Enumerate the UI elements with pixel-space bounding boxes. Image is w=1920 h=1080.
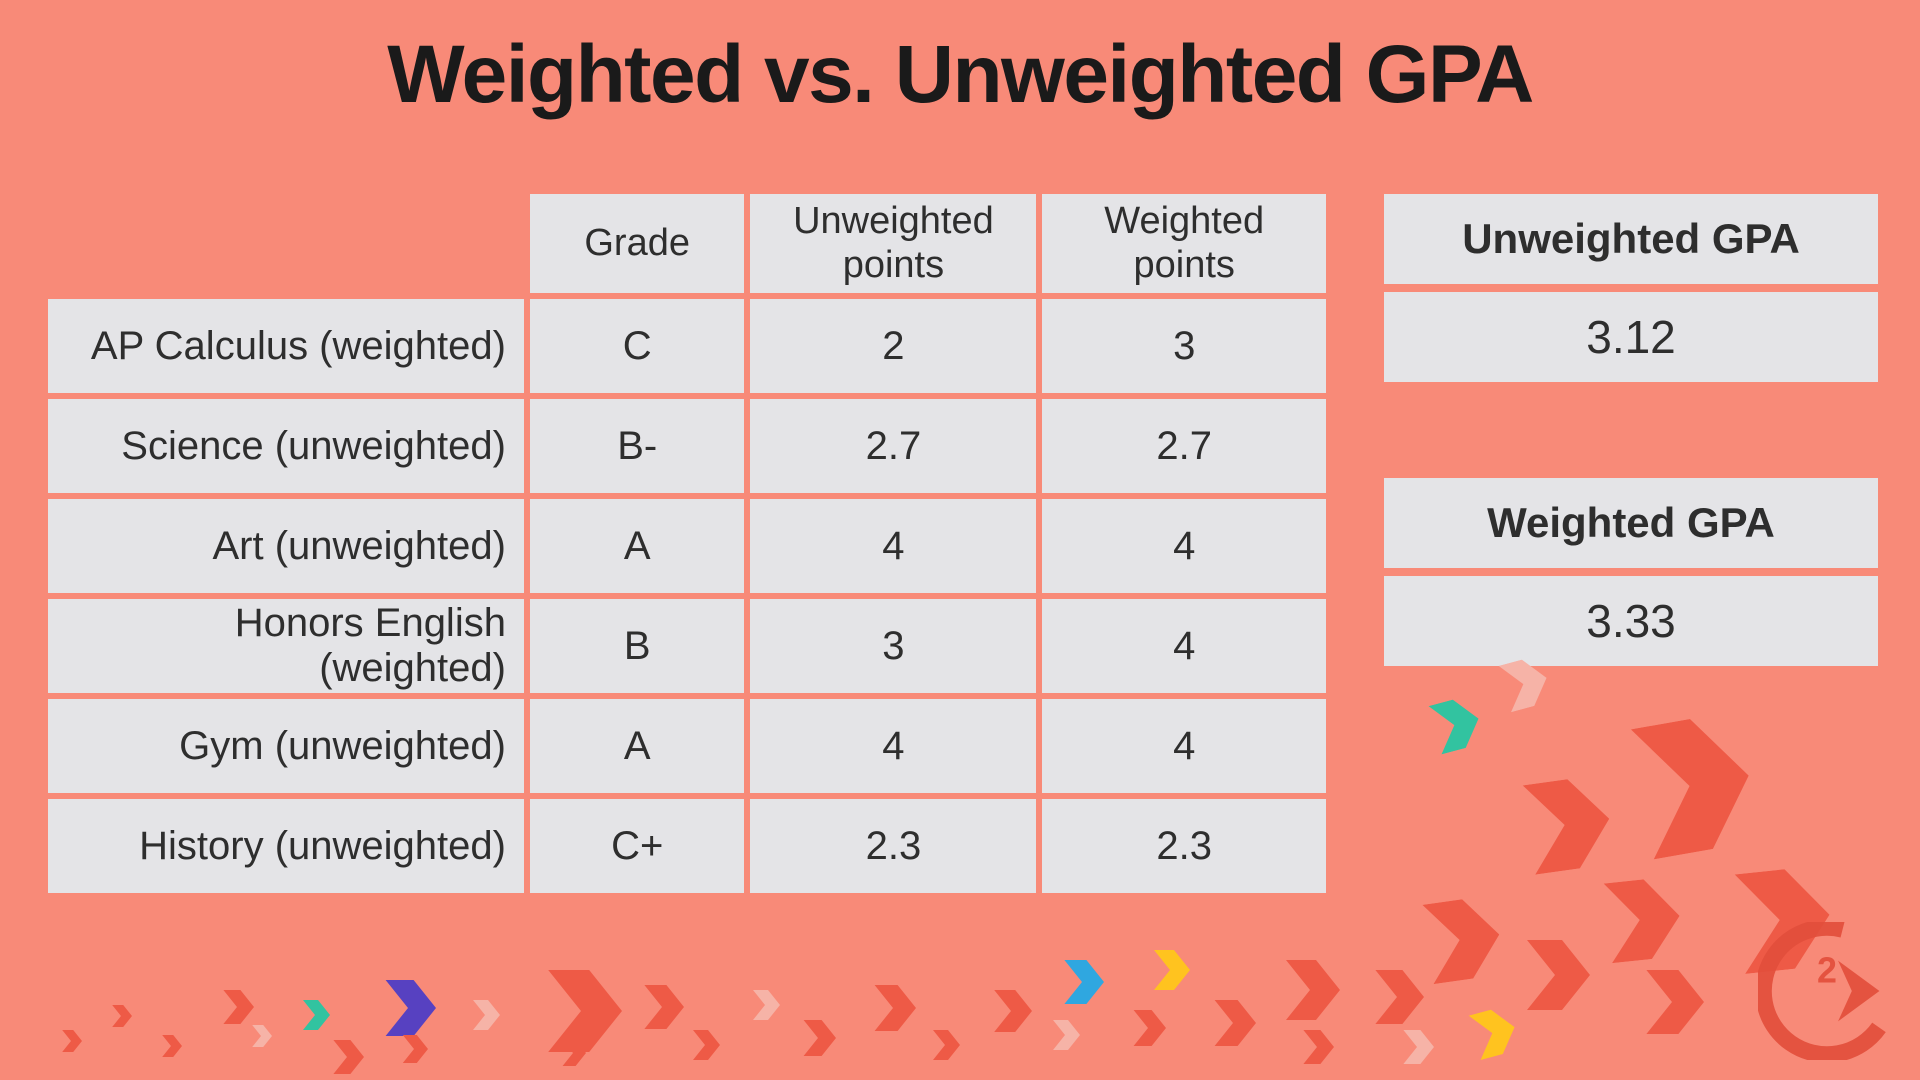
chevron-icon xyxy=(1464,1005,1522,1066)
chevron-icon xyxy=(1640,970,1704,1039)
table-row: History (unweighted)C+2.32.3 xyxy=(48,799,1326,893)
chevron-icon xyxy=(1060,960,1104,1009)
grade-cell: B xyxy=(530,599,744,693)
chevron-icon xyxy=(1370,970,1424,1029)
chevron-icon xyxy=(930,1030,960,1065)
chevron-icon xyxy=(690,1030,720,1065)
unweighted-cell: 4 xyxy=(750,699,1036,793)
chevron-icon xyxy=(1520,940,1590,1015)
chevron-icon xyxy=(300,1000,330,1035)
chevron-icon xyxy=(750,990,780,1025)
weighted-cell: 2.7 xyxy=(1042,399,1326,493)
chevron-icon xyxy=(380,980,436,1041)
logo-text: 2 xyxy=(1817,951,1837,991)
row-label: Art (unweighted) xyxy=(48,499,524,593)
weighted-cell: 4 xyxy=(1042,599,1326,693)
table-row: Art (unweighted)A44 xyxy=(48,499,1326,593)
summary-panel: Unweighted GPA 3.12 Weighted GPA 3.33 xyxy=(1384,194,1878,676)
grade-cell: A xyxy=(530,499,744,593)
grade-cell: C xyxy=(530,299,744,393)
table-row: Gym (unweighted)A44 xyxy=(48,699,1326,793)
chevron-icon xyxy=(160,1035,182,1062)
grade-cell: C+ xyxy=(530,799,744,893)
unweighted-cell: 2.7 xyxy=(750,399,1036,493)
chevron-icon xyxy=(1050,1020,1080,1055)
unweighted-label: Unweighted GPA xyxy=(1384,194,1878,284)
table-header-row: Grade Unweighted points Weighted points xyxy=(48,194,1326,293)
weighted-label: Weighted GPA xyxy=(1384,478,1878,568)
weighted-cell: 4 xyxy=(1042,499,1326,593)
weighted-cell: 2.3 xyxy=(1042,799,1326,893)
weighted-cell: 3 xyxy=(1042,299,1326,393)
row-label: Gym (unweighted) xyxy=(48,699,524,793)
chevron-icon xyxy=(1280,960,1340,1025)
chevron-icon xyxy=(1424,694,1487,760)
grade-cell: A xyxy=(530,699,744,793)
chevron-icon xyxy=(640,985,684,1034)
chevron-icon xyxy=(1400,1030,1434,1069)
unweighted-value: 3.12 xyxy=(1384,292,1878,382)
g2-logo: 2 xyxy=(1758,922,1896,1060)
chevron-icon xyxy=(1130,1010,1166,1051)
chevron-icon xyxy=(110,1005,132,1032)
row-label: Honors English (weighted) xyxy=(48,599,524,693)
weighted-cell: 4 xyxy=(1042,699,1326,793)
chevron-icon xyxy=(250,1025,272,1052)
row-label: Science (unweighted) xyxy=(48,399,524,493)
chevron-icon xyxy=(400,1035,428,1068)
blank-cell xyxy=(48,194,524,293)
gpa-table: Grade Unweighted points Weighted points … xyxy=(42,188,1332,899)
chevron-icon xyxy=(1300,1030,1334,1069)
chevron-icon xyxy=(220,990,254,1029)
col-header-weighted: Weighted points xyxy=(1042,194,1326,293)
row-label: AP Calculus (weighted) xyxy=(48,299,524,393)
weighted-value: 3.33 xyxy=(1384,576,1878,666)
table-row: Science (unweighted)B-2.72.7 xyxy=(48,399,1326,493)
page-title: Weighted vs. Unweighted GPA xyxy=(0,28,1920,122)
chevron-icon xyxy=(990,990,1032,1037)
chevron-icon xyxy=(1619,711,1761,867)
chevron-icon xyxy=(560,1040,586,1071)
chevron-icon xyxy=(1210,1000,1256,1051)
col-header-grade: Grade xyxy=(530,194,744,293)
unweighted-cell: 2.3 xyxy=(750,799,1036,893)
table-row: Honors English (weighted)B34 xyxy=(48,599,1326,693)
unweighted-cell: 3 xyxy=(750,599,1036,693)
table-row: AP Calculus (weighted)C23 xyxy=(48,299,1326,393)
chevron-icon xyxy=(1414,895,1505,990)
chevron-icon xyxy=(800,1020,836,1061)
unweighted-cell: 2 xyxy=(750,299,1036,393)
chevron-icon xyxy=(330,1040,364,1079)
col-header-unweighted: Unweighted points xyxy=(750,194,1036,293)
unweighted-card: Unweighted GPA 3.12 xyxy=(1384,194,1878,382)
unweighted-cell: 4 xyxy=(750,499,1036,593)
chevron-icon xyxy=(870,985,916,1036)
chevron-icon xyxy=(470,1000,500,1035)
chevron-icon xyxy=(60,1030,82,1057)
chevron-icon xyxy=(1150,950,1190,995)
grade-cell: B- xyxy=(530,399,744,493)
row-label: History (unweighted) xyxy=(48,799,524,893)
infographic-stage: Weighted vs. Unweighted GPA Grade Unweig… xyxy=(0,0,1920,1080)
chevron-icon xyxy=(1596,876,1684,969)
chevron-icon xyxy=(1514,774,1616,881)
weighted-card: Weighted GPA 3.33 xyxy=(1384,478,1878,666)
